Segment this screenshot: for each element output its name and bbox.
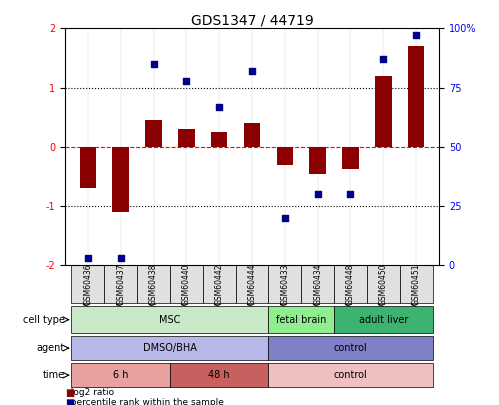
FancyBboxPatch shape — [268, 306, 334, 333]
Text: percentile rank within the sample: percentile rank within the sample — [65, 399, 224, 405]
FancyBboxPatch shape — [367, 265, 400, 303]
FancyBboxPatch shape — [71, 265, 104, 303]
FancyBboxPatch shape — [268, 336, 433, 360]
FancyBboxPatch shape — [203, 265, 236, 303]
Point — [182, 77, 190, 84]
Text: GSM60434: GSM60434 — [313, 264, 322, 305]
FancyBboxPatch shape — [170, 363, 268, 388]
FancyBboxPatch shape — [71, 336, 268, 360]
Point — [314, 191, 322, 198]
Text: ■: ■ — [65, 388, 74, 398]
Text: GSM60433: GSM60433 — [280, 264, 289, 305]
Text: control: control — [334, 370, 367, 380]
Bar — [178, 129, 195, 147]
Text: log2 ratio: log2 ratio — [65, 388, 114, 397]
Text: 48 h: 48 h — [209, 370, 230, 380]
Point — [281, 215, 289, 221]
Text: GSM60436: GSM60436 — [83, 264, 92, 305]
FancyBboxPatch shape — [400, 265, 433, 303]
FancyBboxPatch shape — [71, 306, 268, 333]
Text: DMSO/BHA: DMSO/BHA — [143, 343, 197, 353]
FancyBboxPatch shape — [334, 265, 367, 303]
Bar — [375, 76, 392, 147]
Text: GSM60438: GSM60438 — [149, 264, 158, 305]
Text: GSM60440: GSM60440 — [182, 264, 191, 305]
Bar — [80, 147, 96, 188]
Text: GSM60448: GSM60448 — [346, 264, 355, 305]
Bar — [112, 147, 129, 212]
Point — [412, 32, 420, 39]
FancyBboxPatch shape — [268, 363, 433, 388]
FancyBboxPatch shape — [301, 265, 334, 303]
Text: time: time — [43, 370, 65, 380]
Bar — [276, 147, 293, 165]
Text: control: control — [334, 343, 367, 353]
Text: GSM60450: GSM60450 — [379, 264, 388, 305]
FancyBboxPatch shape — [334, 306, 433, 333]
Bar — [145, 120, 162, 147]
Text: MSC: MSC — [159, 315, 181, 325]
FancyBboxPatch shape — [236, 265, 268, 303]
FancyBboxPatch shape — [137, 265, 170, 303]
FancyBboxPatch shape — [71, 363, 170, 388]
Text: GSM60437: GSM60437 — [116, 264, 125, 305]
Text: GSM60444: GSM60444 — [248, 264, 256, 305]
Point — [150, 61, 158, 67]
Text: 6 h: 6 h — [113, 370, 128, 380]
Text: ■: ■ — [65, 398, 74, 405]
FancyBboxPatch shape — [104, 265, 137, 303]
Bar — [244, 123, 260, 147]
Bar — [309, 147, 326, 174]
Bar — [342, 147, 359, 169]
Text: adult liver: adult liver — [359, 315, 408, 325]
Text: agent: agent — [36, 343, 65, 353]
Point — [215, 103, 223, 110]
Point — [84, 255, 92, 262]
Text: GSM60451: GSM60451 — [412, 264, 421, 305]
Bar — [408, 46, 424, 147]
Text: fetal brain: fetal brain — [276, 315, 326, 325]
Title: GDS1347 / 44719: GDS1347 / 44719 — [191, 13, 313, 27]
Text: GSM60442: GSM60442 — [215, 264, 224, 305]
Point — [379, 56, 387, 62]
Point — [117, 255, 125, 262]
FancyBboxPatch shape — [170, 265, 203, 303]
Text: cell type: cell type — [23, 315, 65, 325]
FancyBboxPatch shape — [268, 265, 301, 303]
Bar — [211, 132, 228, 147]
Point — [346, 191, 354, 198]
Point — [248, 68, 256, 74]
